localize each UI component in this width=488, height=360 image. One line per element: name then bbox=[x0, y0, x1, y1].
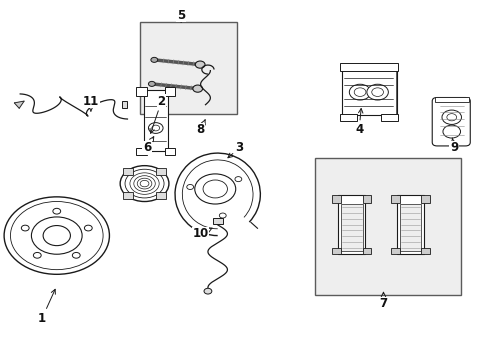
FancyBboxPatch shape bbox=[140, 22, 237, 114]
Circle shape bbox=[442, 125, 460, 138]
FancyBboxPatch shape bbox=[212, 218, 222, 224]
Text: 9: 9 bbox=[449, 138, 457, 154]
Circle shape bbox=[371, 88, 383, 96]
Circle shape bbox=[186, 184, 193, 189]
Circle shape bbox=[234, 177, 241, 182]
FancyBboxPatch shape bbox=[434, 97, 468, 102]
Circle shape bbox=[130, 173, 159, 194]
Text: 6: 6 bbox=[142, 137, 153, 154]
FancyBboxPatch shape bbox=[156, 168, 165, 175]
FancyBboxPatch shape bbox=[380, 114, 397, 121]
Circle shape bbox=[10, 202, 103, 270]
Circle shape bbox=[125, 169, 163, 198]
Text: 8: 8 bbox=[196, 120, 205, 136]
Circle shape bbox=[120, 166, 168, 202]
FancyBboxPatch shape bbox=[337, 195, 365, 254]
Circle shape bbox=[43, 226, 70, 246]
Circle shape bbox=[446, 114, 456, 121]
FancyBboxPatch shape bbox=[164, 148, 175, 155]
Text: 4: 4 bbox=[354, 108, 363, 136]
Circle shape bbox=[140, 180, 149, 187]
Text: 5: 5 bbox=[177, 9, 185, 22]
FancyBboxPatch shape bbox=[399, 204, 420, 251]
FancyBboxPatch shape bbox=[341, 69, 396, 116]
FancyBboxPatch shape bbox=[340, 204, 362, 251]
Text: 1: 1 bbox=[38, 289, 55, 325]
Circle shape bbox=[366, 84, 387, 100]
FancyBboxPatch shape bbox=[136, 87, 147, 96]
Circle shape bbox=[137, 178, 152, 189]
FancyBboxPatch shape bbox=[156, 192, 165, 199]
Circle shape bbox=[194, 174, 235, 204]
Polygon shape bbox=[14, 101, 24, 108]
Text: 3: 3 bbox=[227, 141, 243, 158]
FancyBboxPatch shape bbox=[136, 148, 147, 155]
FancyBboxPatch shape bbox=[85, 101, 92, 107]
FancyBboxPatch shape bbox=[420, 195, 429, 203]
Circle shape bbox=[72, 252, 80, 258]
Circle shape bbox=[33, 252, 41, 258]
Circle shape bbox=[84, 225, 92, 231]
Circle shape bbox=[195, 61, 204, 68]
FancyBboxPatch shape bbox=[331, 248, 340, 254]
Text: 2: 2 bbox=[150, 95, 165, 133]
Text: 7: 7 bbox=[379, 292, 386, 310]
FancyBboxPatch shape bbox=[339, 114, 356, 121]
Circle shape bbox=[219, 213, 226, 218]
Circle shape bbox=[203, 288, 211, 294]
Circle shape bbox=[441, 110, 461, 125]
Circle shape bbox=[353, 88, 365, 96]
FancyBboxPatch shape bbox=[331, 195, 340, 203]
FancyBboxPatch shape bbox=[122, 101, 127, 108]
Circle shape bbox=[21, 225, 29, 231]
FancyBboxPatch shape bbox=[396, 195, 423, 254]
Circle shape bbox=[53, 208, 61, 214]
FancyBboxPatch shape bbox=[431, 98, 469, 146]
Circle shape bbox=[348, 84, 370, 100]
FancyBboxPatch shape bbox=[123, 192, 133, 199]
FancyBboxPatch shape bbox=[362, 195, 370, 203]
Circle shape bbox=[151, 57, 158, 62]
FancyBboxPatch shape bbox=[362, 248, 370, 254]
FancyBboxPatch shape bbox=[390, 195, 399, 203]
Circle shape bbox=[152, 125, 159, 131]
Circle shape bbox=[148, 123, 163, 134]
Text: 10: 10 bbox=[192, 227, 212, 240]
FancyBboxPatch shape bbox=[339, 63, 397, 71]
Circle shape bbox=[31, 217, 82, 254]
FancyBboxPatch shape bbox=[420, 248, 429, 254]
Circle shape bbox=[148, 81, 155, 86]
Circle shape bbox=[134, 176, 155, 192]
Circle shape bbox=[203, 180, 227, 198]
Circle shape bbox=[192, 85, 202, 92]
FancyBboxPatch shape bbox=[143, 90, 167, 151]
Text: 11: 11 bbox=[82, 95, 99, 111]
FancyBboxPatch shape bbox=[315, 158, 461, 295]
FancyBboxPatch shape bbox=[164, 87, 175, 96]
FancyBboxPatch shape bbox=[390, 248, 399, 254]
FancyBboxPatch shape bbox=[123, 168, 133, 175]
Circle shape bbox=[4, 197, 109, 274]
